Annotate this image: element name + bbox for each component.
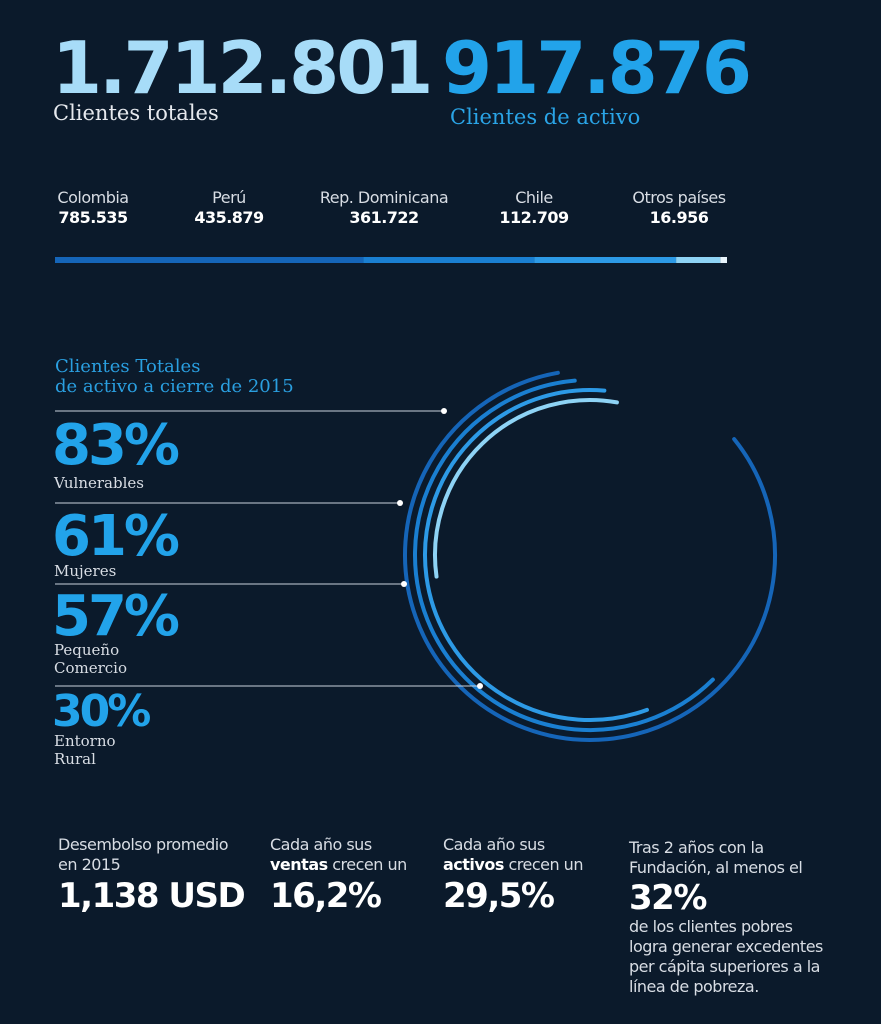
country-name: Rep. Dominicana — [319, 188, 449, 207]
stat-ventas-rest: crecen un — [327, 855, 407, 874]
stat-excedentes-line1: Tras 2 años con la — [629, 838, 764, 857]
stat-desembolso-line2: en 2015 — [58, 855, 121, 874]
rings-chart — [55, 370, 777, 742]
stat-excedentes-line6: línea de pobreza. — [629, 977, 759, 996]
country-stacked-bar — [55, 257, 727, 263]
ring-label-entorno-line2: Rural — [54, 750, 96, 768]
stat-desembolso-line1: Desembolso promedio — [58, 835, 229, 854]
leader-dot — [477, 683, 483, 689]
ring-arc-mujeres — [413, 378, 715, 732]
stat-ventas-line1: Cada año sus — [270, 835, 372, 854]
rings-title-line1: Clientes Totales — [55, 356, 201, 377]
ring-label-entorno-line1: Entorno — [54, 732, 116, 750]
country-value: 785.535 — [58, 208, 128, 227]
country-rep-dominicana: Rep. Dominicana 361.722 — [310, 188, 458, 227]
ring-arc-entorno-rural — [433, 398, 619, 579]
ring-pct-entorno-rural: 30% — [52, 686, 151, 737]
leader-dot — [441, 408, 447, 414]
ring-label-mujeres: Mujeres — [54, 562, 117, 580]
stat-desembolso: Desembolso promedio en 2015 1,138 USD — [58, 835, 258, 913]
leader-dot — [397, 500, 403, 506]
country-name: Chile — [515, 188, 553, 207]
stat-excedentes-line4: logra generar excedentes — [629, 937, 823, 956]
ring-arc-peque-o-comercio — [423, 388, 649, 722]
country-name: Colombia — [57, 188, 129, 207]
stat-excedentes-value: 32% — [629, 878, 707, 918]
stat-activos-rest: crecen un — [503, 855, 583, 874]
ring-pct-mujeres: 61% — [52, 504, 180, 569]
leader-dot — [401, 581, 407, 587]
stat-ventas: Cada año sus ventas crecen un 16,2% — [270, 835, 440, 913]
country-chile: Chile 112.709 — [484, 188, 584, 227]
stat-activos-line2: activos crecen un — [443, 855, 613, 875]
ring-pct-vulnerables: 83% — [52, 413, 180, 478]
ring-label-pequeno-line1: Pequeño — [54, 641, 120, 659]
bar-segment-otros-pa-ses — [720, 257, 727, 263]
stat-ventas-bold: ventas — [270, 855, 328, 874]
stat-excedentes-line2: Fundación, al menos el — [629, 858, 803, 877]
stat-activos: Cada año sus activos crecen un 29,5% — [443, 835, 613, 913]
bar-segment-colombia — [55, 257, 364, 263]
stat-excedentes: Tras 2 años con la Fundación, al menos e… — [629, 838, 869, 997]
country-otros: Otros países 16.956 — [620, 188, 738, 227]
stat-excedentes-line3: de los clientes pobres — [629, 917, 793, 936]
ring-label-vulnerables: Vulnerables — [54, 474, 144, 492]
bar-segment-chile — [676, 257, 721, 263]
stat-excedentes-line5: per cápita superiores a la — [629, 957, 820, 976]
active-clients-value: 917.876 — [442, 26, 752, 110]
ring-arc-vulnerables — [403, 370, 777, 742]
country-value: 16.956 — [649, 208, 709, 227]
country-value: 361.722 — [349, 208, 419, 227]
country-name: Otros países — [632, 188, 726, 207]
total-clients-value: 1.712.801 — [52, 26, 433, 110]
bar-segment-per- — [363, 257, 535, 263]
country-name: Perú — [212, 188, 246, 207]
active-clients-label: Clientes de activo — [450, 105, 641, 129]
stat-activos-line1: Cada año sus — [443, 835, 545, 854]
stat-ventas-line2: ventas crecen un — [270, 855, 440, 875]
ring-pct-pequeno-comercio: 57% — [52, 584, 180, 649]
stat-desembolso-value: 1,138 USD — [58, 876, 246, 916]
rings-title-line2: de activo a cierre de 2015 — [55, 376, 294, 397]
stat-activos-value: 29,5% — [443, 876, 555, 916]
bar-segment-rep-dominicana — [534, 257, 677, 263]
country-peru: Perú 435.879 — [178, 188, 280, 227]
total-clients-label: Clientes totales — [53, 101, 219, 125]
stat-ventas-value: 16,2% — [270, 876, 382, 916]
stat-activos-bold: activos — [443, 855, 504, 874]
country-value: 435.879 — [194, 208, 264, 227]
ring-label-pequeno-line2: Comercio — [54, 659, 128, 677]
country-value: 112.709 — [499, 208, 569, 227]
country-colombia: Colombia 785.535 — [42, 188, 144, 227]
